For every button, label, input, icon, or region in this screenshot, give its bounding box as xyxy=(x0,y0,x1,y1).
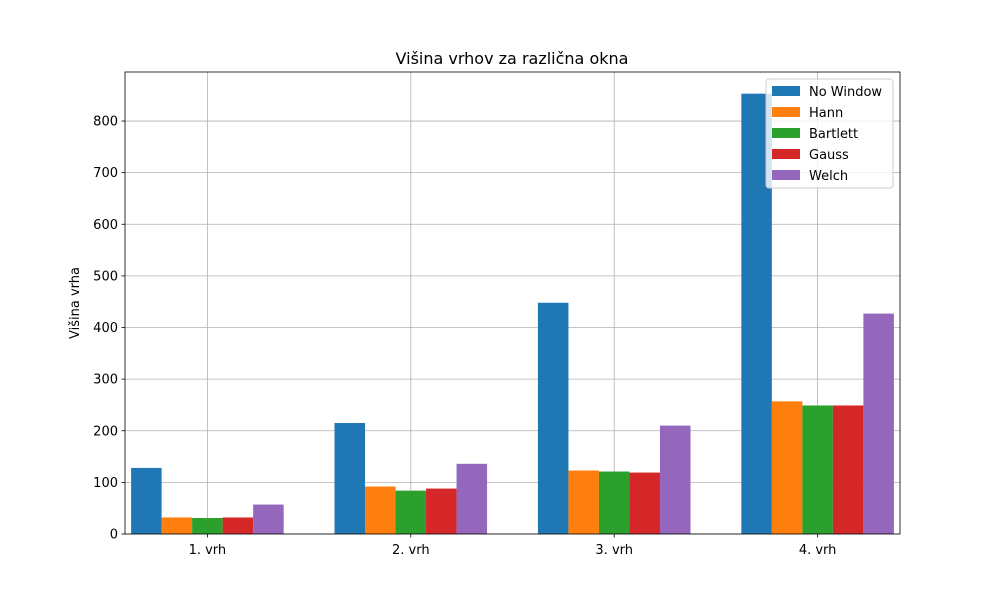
legend-label: Hann xyxy=(809,106,843,121)
y-tick-label: 800 xyxy=(93,115,118,130)
bar xyxy=(131,467,162,534)
y-tick-label: 700 xyxy=(93,166,118,181)
y-tick-label: 200 xyxy=(93,424,118,439)
bar xyxy=(365,486,396,534)
legend-label: Welch xyxy=(809,169,848,184)
x-tick-label: 4. vrh xyxy=(799,543,837,558)
chart-title: Višina vrhov za različna okna xyxy=(396,49,629,68)
x-tick-label: 1. vrh xyxy=(189,543,227,558)
bar xyxy=(537,302,569,534)
legend-swatch xyxy=(772,170,800,180)
bar xyxy=(161,517,193,534)
bar xyxy=(598,471,630,534)
legend-swatch xyxy=(772,128,800,138)
plot-frame xyxy=(124,71,901,535)
y-tick-label: 100 xyxy=(93,476,118,491)
bar xyxy=(334,423,366,534)
bar xyxy=(426,488,457,534)
bar xyxy=(863,313,894,534)
legend-swatch xyxy=(772,86,800,96)
y-tick-label: 0 xyxy=(110,528,118,543)
y-tick-label: 400 xyxy=(93,321,118,336)
legend-label: Gauss xyxy=(809,148,849,163)
axes: 0 100 200 300 400 500 600 700 800 1. vrh 2. vrh 3. … xyxy=(93,71,901,558)
bar xyxy=(192,517,223,534)
bar xyxy=(253,504,284,534)
bar xyxy=(802,405,833,534)
legend-swatch xyxy=(772,107,800,117)
legend-box xyxy=(765,78,894,189)
bars xyxy=(131,93,894,534)
bar xyxy=(629,472,660,534)
x-tick-label: 3. vrh xyxy=(595,543,633,558)
y-tick-label: 600 xyxy=(93,218,118,233)
x-tick-label: 2. vrh xyxy=(392,543,430,558)
bar xyxy=(659,425,691,534)
bar xyxy=(456,463,488,534)
legend-label: Bartlett xyxy=(809,127,858,142)
y-axis-label: Višina vrha xyxy=(68,267,83,339)
bar xyxy=(832,405,864,534)
bar xyxy=(568,470,599,534)
bar xyxy=(771,401,803,534)
legend-swatch xyxy=(772,149,800,159)
y-tick-label: 500 xyxy=(93,269,118,284)
bar xyxy=(395,490,427,534)
bar xyxy=(222,517,254,534)
legend: No Window Hann Bartlett Gauss Welch xyxy=(765,78,894,189)
y-tick-label: 300 xyxy=(93,373,118,388)
legend-label: No Window xyxy=(809,85,882,100)
